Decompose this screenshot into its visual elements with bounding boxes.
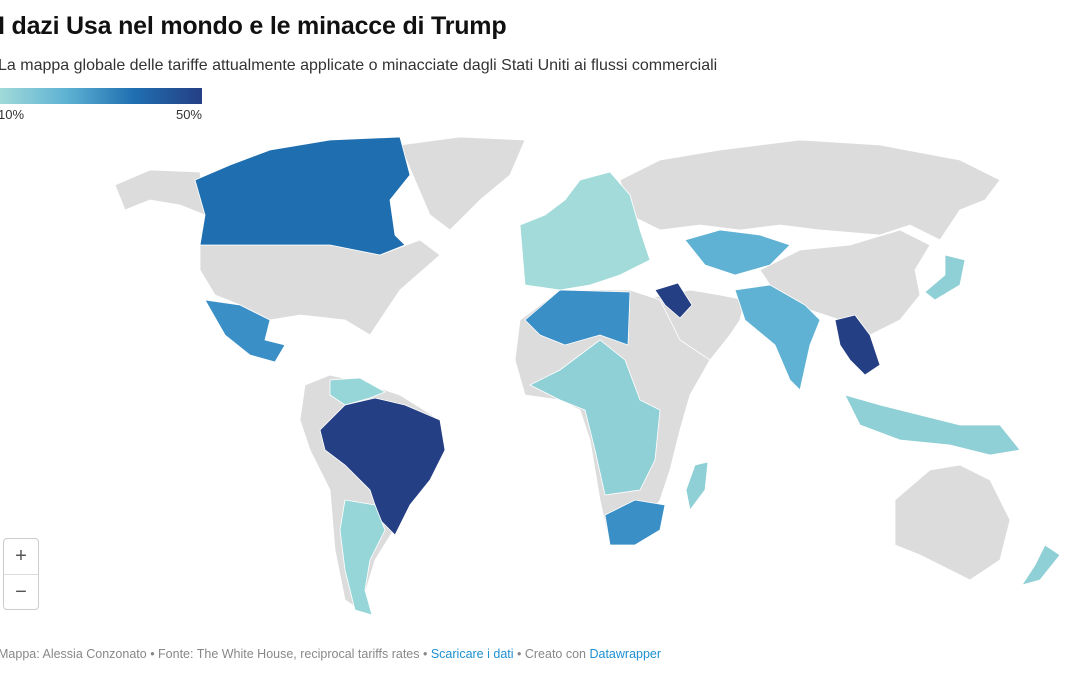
country-algeria-libya[interactable] [524,289,631,346]
country-south-africa[interactable] [604,499,666,546]
region-australia[interactable] [894,464,1011,581]
footer-created-with: Creato con [524,647,590,661]
datawrapper-link[interactable]: Datawrapper [589,647,662,661]
footer-source: Fonte: The White House, reciprocal tarif… [158,647,420,661]
country-canada[interactable] [194,136,411,256]
color-legend: 10% 50% [0,88,202,122]
legend-min-label: 10% [0,107,25,122]
footer-separator: • [419,647,431,661]
country-southeast-asia[interactable] [834,314,881,376]
country-mexico[interactable] [204,299,286,363]
legend-gradient [0,88,202,104]
world-map[interactable] [0,130,1080,630]
region-alaska[interactable] [114,169,206,216]
country-madagascar[interactable] [685,461,709,511]
zoom-in-button[interactable]: + [4,539,38,575]
country-iraq-syria[interactable] [654,282,693,319]
chart-title: I dazi Usa nel mondo e le minacce di Tru… [0,12,507,40]
legend-max-label: 50% [175,107,202,122]
country-kazakhstan[interactable] [684,229,791,276]
country-south-asia[interactable] [734,284,821,391]
country-northern-south-america[interactable] [329,377,386,406]
zoom-out-button[interactable]: − [15,581,27,603]
country-argentina[interactable] [339,499,386,616]
footer-author: Mappa: Alessia Conzonato [0,647,147,661]
chart-subtitle: La mappa globale delle tariffe attualmen… [0,57,718,74]
country-japan[interactable] [924,254,966,301]
footer-separator: • [146,647,159,661]
download-data-link[interactable]: Scaricare i dati [430,647,514,661]
region-russia[interactable] [619,139,1001,241]
country-new-zealand[interactable] [1021,544,1061,586]
footer-separator: • [513,647,525,661]
zoom-controls: + − [3,538,39,610]
footer: Mappa: Alessia Conzonato • Fonte: The Wh… [0,647,661,661]
country-europe[interactable] [519,171,651,291]
region-greenland[interactable] [399,136,526,231]
country-brazil[interactable] [319,397,446,536]
country-west-central-africa[interactable] [529,339,661,496]
country-indonesia-philippines[interactable] [844,394,1021,456]
